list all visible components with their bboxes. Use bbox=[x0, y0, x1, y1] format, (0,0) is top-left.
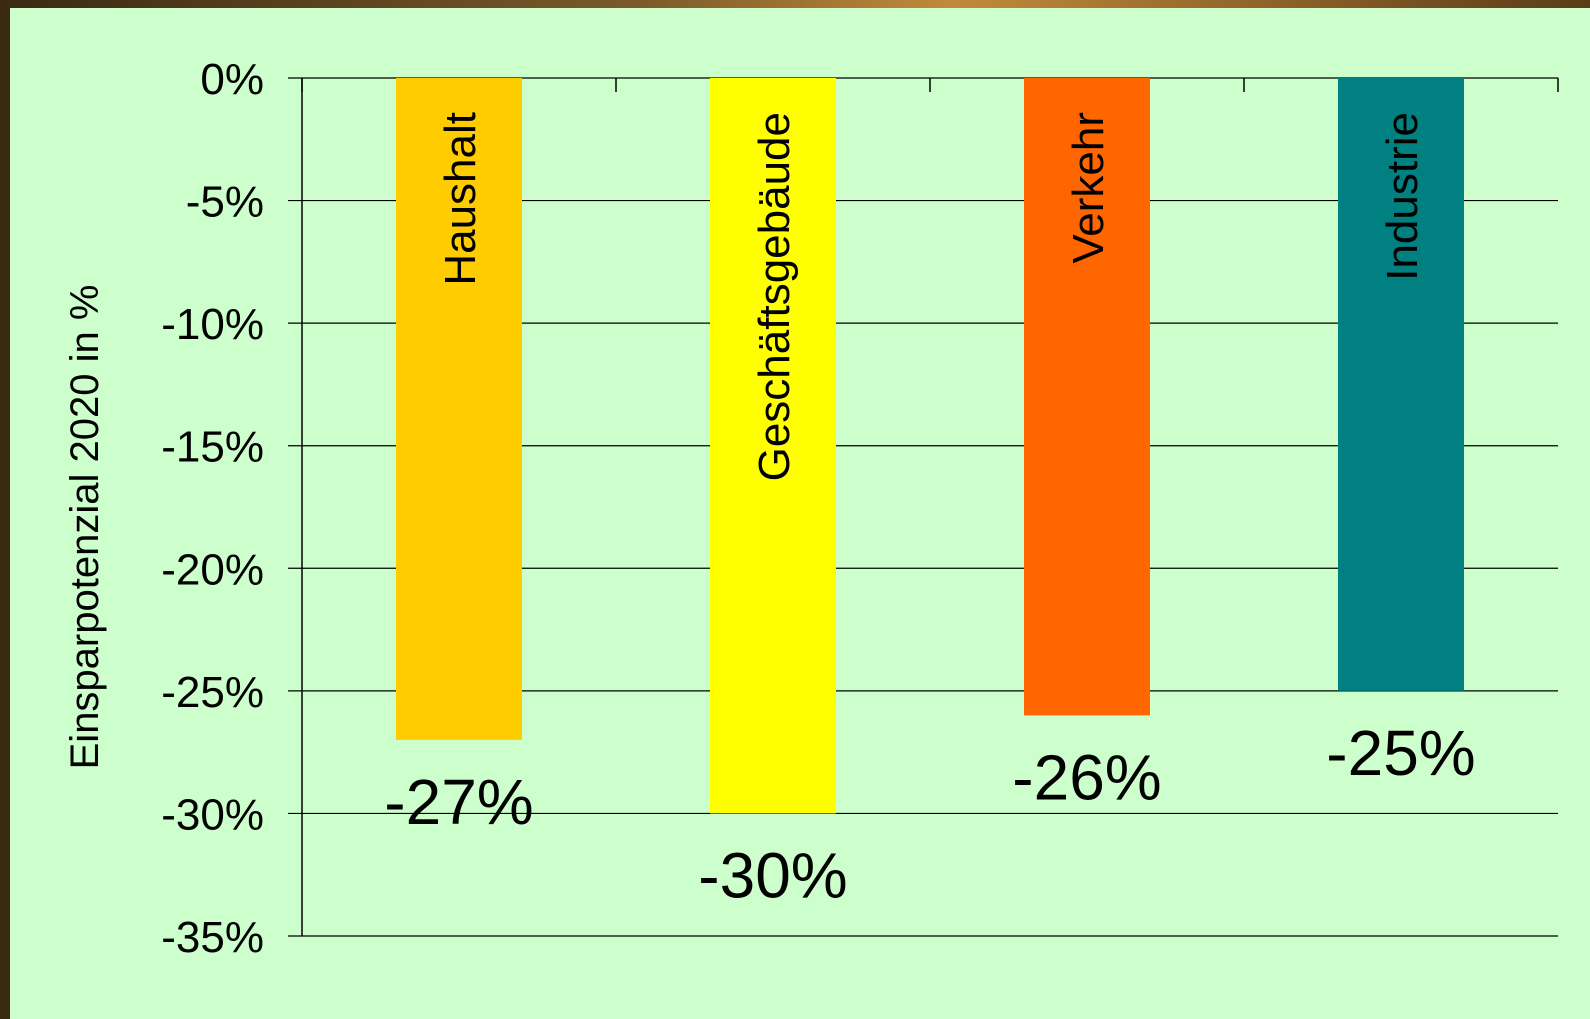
category-label: Industrie bbox=[1378, 112, 1427, 281]
bar bbox=[1338, 78, 1464, 691]
data-label: -30% bbox=[698, 839, 847, 911]
bar bbox=[710, 78, 836, 814]
category-label: Verkehr bbox=[1064, 112, 1113, 264]
chart-panel: 0% -5% -10% -15% -20% -25% -30% -35% Haushalt -27… bbox=[10, 8, 1590, 1019]
data-label: -25% bbox=[1326, 717, 1475, 789]
y-tick-label: -5% bbox=[186, 178, 264, 227]
y-tick-label: -25% bbox=[161, 668, 264, 717]
axes bbox=[301, 78, 1559, 936]
y-axis-title: Einsparpotenzial 2020 in % bbox=[63, 285, 107, 770]
bar bbox=[1024, 78, 1150, 716]
category-label: Geschäftsgebäude bbox=[750, 112, 799, 481]
bar-chart: 0% -5% -10% -15% -20% -25% -30% -35% Haushalt -27… bbox=[63, 55, 1559, 962]
y-tick-label: -35% bbox=[161, 913, 264, 962]
data-label: -26% bbox=[1012, 741, 1161, 813]
data-label: -27% bbox=[384, 766, 533, 838]
y-tick-label: -10% bbox=[161, 300, 264, 349]
y-tick-label: -15% bbox=[161, 423, 264, 472]
y-tick-label: -30% bbox=[161, 790, 264, 839]
y-tick-label: 0% bbox=[200, 55, 264, 104]
bar bbox=[396, 78, 522, 740]
y-tick-label: -20% bbox=[161, 545, 264, 594]
bars bbox=[396, 78, 1464, 814]
labels: 0% -5% -10% -15% -20% -25% -30% -35% Haushalt -27… bbox=[161, 55, 1475, 962]
category-label: Haushalt bbox=[436, 112, 485, 286]
